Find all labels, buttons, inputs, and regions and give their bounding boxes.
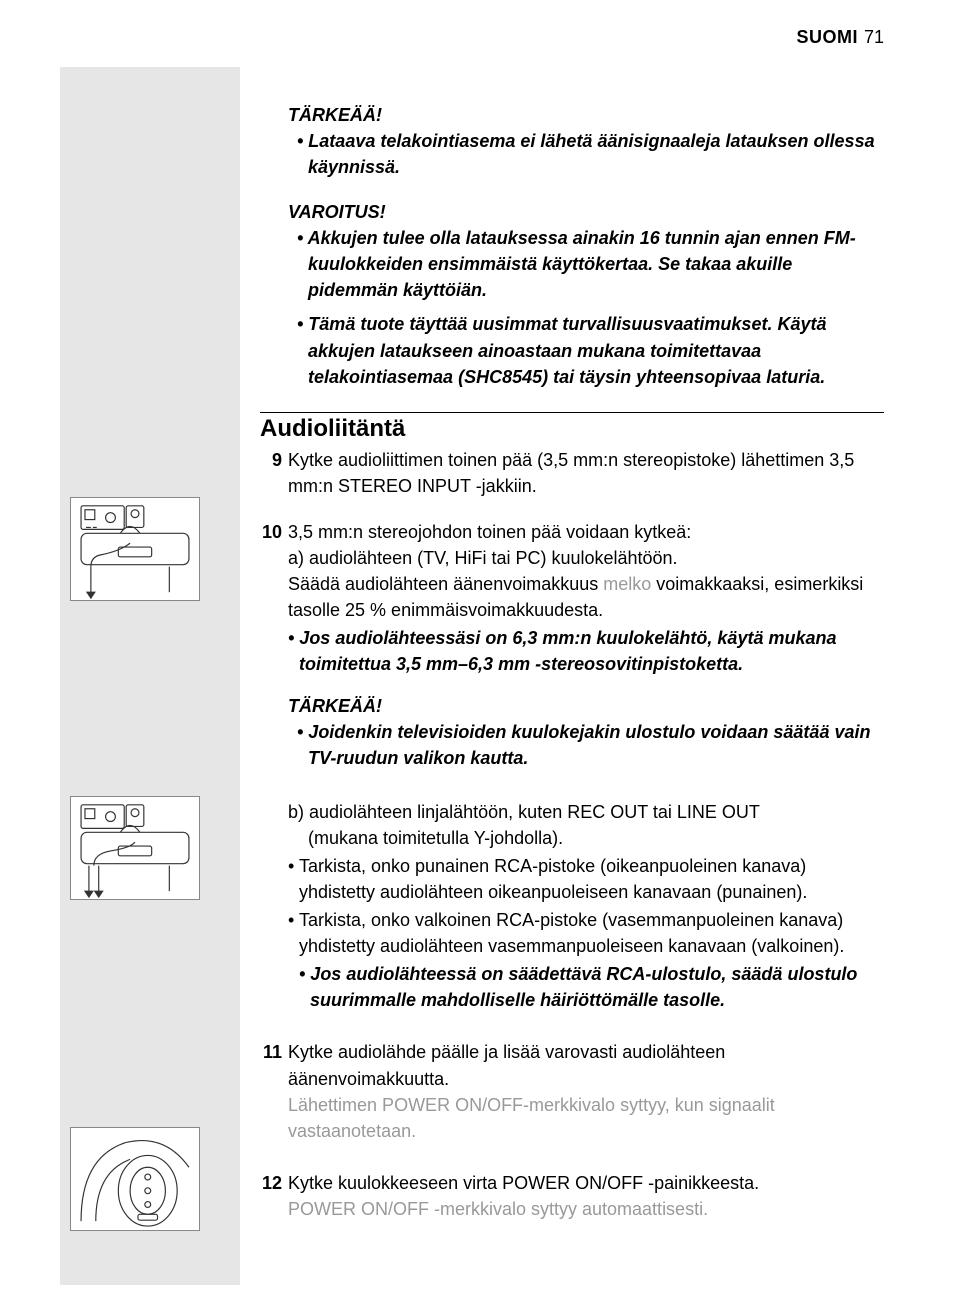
callout-warning-body-a: • Akkujen tulee olla latauksessa ainakin… bbox=[308, 225, 884, 303]
page-header: SUOMI 71 bbox=[796, 27, 884, 48]
step-10-line3: Säädä audiolähteen äänenvoimakkuus melko… bbox=[288, 571, 884, 623]
illustration-rca-connection bbox=[70, 796, 200, 900]
step-body: Kytke audiolähde päälle ja lisää varovas… bbox=[288, 1039, 884, 1143]
step-10-line3-a: Säädä audiolähteen äänenvoimakkuus bbox=[288, 574, 603, 594]
section-heading-audio: Audioliitäntä bbox=[260, 415, 884, 443]
step-11: 11 Kytke audiolähde päälle ja lisää varo… bbox=[260, 1039, 884, 1143]
main-text-column: TÄRKEÄÄ! • Lataava telakointiasema ei lä… bbox=[260, 105, 884, 1242]
illustration-headphone-power bbox=[70, 1127, 200, 1231]
step-number: 9 bbox=[260, 447, 282, 473]
callout-important-body-2: • Joidenkin televisioiden kuulokejakin u… bbox=[308, 719, 884, 771]
step-12-line2: POWER ON/OFF -merkkivalo syttyy automaat… bbox=[288, 1196, 884, 1222]
step-12-line1: Kytke kuulokkeeseen virta POWER ON/OFF -… bbox=[288, 1170, 884, 1196]
step-10-emphasis: • Jos audiolähteessäsi on 6,3 mm:n kuulo… bbox=[299, 625, 884, 677]
callout-important-title-2: TÄRKEÄÄ! bbox=[288, 696, 884, 717]
header-page-number: 71 bbox=[864, 27, 884, 48]
step-10-line1: 3,5 mm:n stereojohdon toinen pää voidaan… bbox=[288, 519, 884, 545]
callout-important-body-1: • Lataava telakointiasema ei lähetä ääni… bbox=[308, 128, 884, 180]
header-language: SUOMI bbox=[796, 27, 858, 48]
callout-warning-body-b: • Tämä tuote täyttää uusimmat turvallisu… bbox=[308, 311, 884, 389]
step-10b-emphasis: • Jos audiolähteessä on säädettävä RCA-u… bbox=[310, 961, 884, 1013]
step-10-line2: a) audiolähteen (TV, HiFi tai PC) kuulok… bbox=[288, 545, 884, 571]
step-number: 11 bbox=[260, 1039, 282, 1065]
step-number: 10 bbox=[260, 519, 282, 545]
step-10b-bullet2: • Tarkista, onko valkoinen RCA-pistoke (… bbox=[299, 907, 884, 959]
step-11-line1: Kytke audiolähde päälle ja lisää varovas… bbox=[288, 1039, 884, 1091]
illustration-audio-jack bbox=[70, 497, 200, 601]
step-10-line3-b: melko bbox=[603, 574, 651, 594]
step-10b: b) audiolähteen linjalähtöön, kuten REC … bbox=[260, 799, 884, 1014]
callout-important-2: TÄRKEÄÄ! • Joidenkin televisioiden kuulo… bbox=[288, 696, 884, 771]
step-12: 12 Kytke kuulokkeeseen virta POWER ON/OF… bbox=[260, 1170, 884, 1222]
callout-important-title-1: TÄRKEÄÄ! bbox=[288, 105, 884, 126]
illustration-column bbox=[60, 67, 240, 1285]
document-page: SUOMI 71 bbox=[0, 0, 954, 1303]
step-10: 10 3,5 mm:n stereojohdon toinen pää void… bbox=[260, 519, 884, 678]
section-divider bbox=[260, 412, 884, 413]
step-body: Kytke kuulokkeeseen virta POWER ON/OFF -… bbox=[288, 1170, 884, 1222]
step-11-line2: Lähettimen POWER ON/OFF-merkkivalo sytty… bbox=[288, 1092, 884, 1144]
step-10b-line1: b) audiolähteen linjalähtöön, kuten REC … bbox=[288, 799, 884, 825]
step-10b-bullet1: • Tarkista, onko punainen RCA-pistoke (o… bbox=[299, 853, 884, 905]
step-body: Kytke audioliittimen toinen pää (3,5 mm:… bbox=[288, 447, 884, 499]
step-10b-line2: (mukana toimitetulla Y-johdolla). bbox=[288, 825, 884, 851]
step-body: b) audiolähteen linjalähtöön, kuten REC … bbox=[288, 799, 884, 1014]
callout-warning-title: VAROITUS! bbox=[288, 202, 884, 223]
step-body: 3,5 mm:n stereojohdon toinen pää voidaan… bbox=[288, 519, 884, 678]
step-number: 12 bbox=[260, 1170, 282, 1196]
step-9: 9 Kytke audioliittimen toinen pää (3,5 m… bbox=[260, 447, 884, 499]
